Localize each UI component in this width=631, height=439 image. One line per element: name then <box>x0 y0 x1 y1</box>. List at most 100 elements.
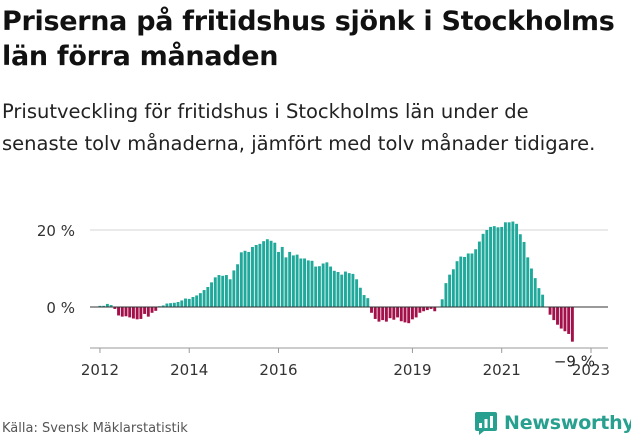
bar <box>392 307 396 320</box>
bar <box>109 305 113 308</box>
bar <box>470 253 474 307</box>
bar <box>124 307 128 317</box>
bar <box>455 261 459 307</box>
bar <box>131 307 135 319</box>
bar <box>295 254 299 307</box>
bar <box>477 241 481 307</box>
bar <box>102 305 106 307</box>
bar <box>425 307 429 311</box>
bar <box>187 298 191 307</box>
x-tick-label: 2019 <box>393 361 431 379</box>
bar <box>507 222 511 307</box>
bar <box>466 253 470 307</box>
bar <box>355 279 359 307</box>
bar <box>325 262 329 307</box>
bar <box>303 258 306 307</box>
bar <box>176 302 180 307</box>
bar <box>135 307 139 320</box>
bar <box>224 275 228 308</box>
bar <box>396 307 399 318</box>
bar <box>440 299 444 307</box>
bar <box>537 288 541 307</box>
bar <box>429 307 433 309</box>
bar <box>414 307 418 318</box>
bar <box>541 294 545 307</box>
bar <box>563 307 567 332</box>
bar <box>150 307 154 313</box>
bar <box>522 241 526 307</box>
bar <box>444 283 448 307</box>
y-tick-label: 20 % <box>37 222 75 240</box>
bar <box>210 282 213 307</box>
bar <box>459 256 463 307</box>
bar <box>265 239 269 307</box>
bar <box>180 300 184 307</box>
bar <box>251 246 254 307</box>
bar-layer <box>98 221 574 342</box>
bar <box>239 252 243 307</box>
bar <box>340 274 344 307</box>
bar <box>98 305 102 307</box>
bar <box>362 295 366 307</box>
brand-logo[interactable]: Newsworthy <box>474 409 631 437</box>
bar <box>403 307 407 323</box>
bar <box>213 277 217 307</box>
latest-value-annotation: −9 % <box>554 353 595 371</box>
bar <box>533 278 537 308</box>
x-tick-label: 2023 <box>572 361 610 379</box>
bar <box>146 307 150 317</box>
bar <box>347 273 351 307</box>
x-tick-label: 2021 <box>483 361 521 379</box>
bar <box>556 307 559 325</box>
bar <box>258 243 262 307</box>
bar <box>169 303 173 307</box>
bar <box>511 221 515 307</box>
source-text: Källa: Svensk Mäklarstatistik <box>2 421 188 436</box>
bar <box>317 266 321 307</box>
bar <box>321 263 325 307</box>
bar <box>448 274 452 307</box>
bar <box>451 269 455 307</box>
bar <box>410 307 414 320</box>
bar <box>202 290 206 307</box>
bar <box>247 251 251 307</box>
bar <box>299 258 303 307</box>
bar <box>221 275 225 307</box>
bar <box>184 298 187 307</box>
bar <box>139 307 143 319</box>
bar-chart: 0 % 20 % 2012 2014 2016 2019 2021 2023−9 % <box>37 221 610 379</box>
bar <box>388 307 392 319</box>
bar <box>381 307 385 321</box>
chart-title: Priserna på fritidshus sjönk i Stockholm… <box>2 6 615 72</box>
bar <box>344 271 347 307</box>
bar <box>407 307 411 324</box>
bar <box>526 257 530 307</box>
bar <box>418 307 422 313</box>
axis-layer: 0 % 20 % 2012 2014 2016 2019 2021 2023−9 % <box>37 222 610 379</box>
newsworthy-logo-icon <box>475 412 497 435</box>
bar <box>254 245 258 307</box>
bar <box>358 287 362 307</box>
bar <box>314 266 318 307</box>
bar <box>377 307 381 322</box>
bar <box>172 302 176 308</box>
bar <box>399 307 403 322</box>
bar <box>120 307 124 317</box>
x-tick-label: 2014 <box>170 361 208 379</box>
bar <box>373 307 377 319</box>
bar <box>366 298 370 307</box>
bar <box>567 307 571 334</box>
bar <box>277 251 280 307</box>
bar <box>492 226 496 307</box>
bar <box>273 242 277 307</box>
bar <box>496 227 500 307</box>
bar <box>117 307 120 316</box>
bar <box>463 256 466 307</box>
x-tick-label: 2012 <box>81 361 119 379</box>
bar <box>559 307 563 329</box>
bar <box>474 249 478 307</box>
bar <box>518 234 522 307</box>
bar <box>262 241 266 307</box>
x-tick-label: 2016 <box>259 361 297 379</box>
bar <box>306 260 310 307</box>
